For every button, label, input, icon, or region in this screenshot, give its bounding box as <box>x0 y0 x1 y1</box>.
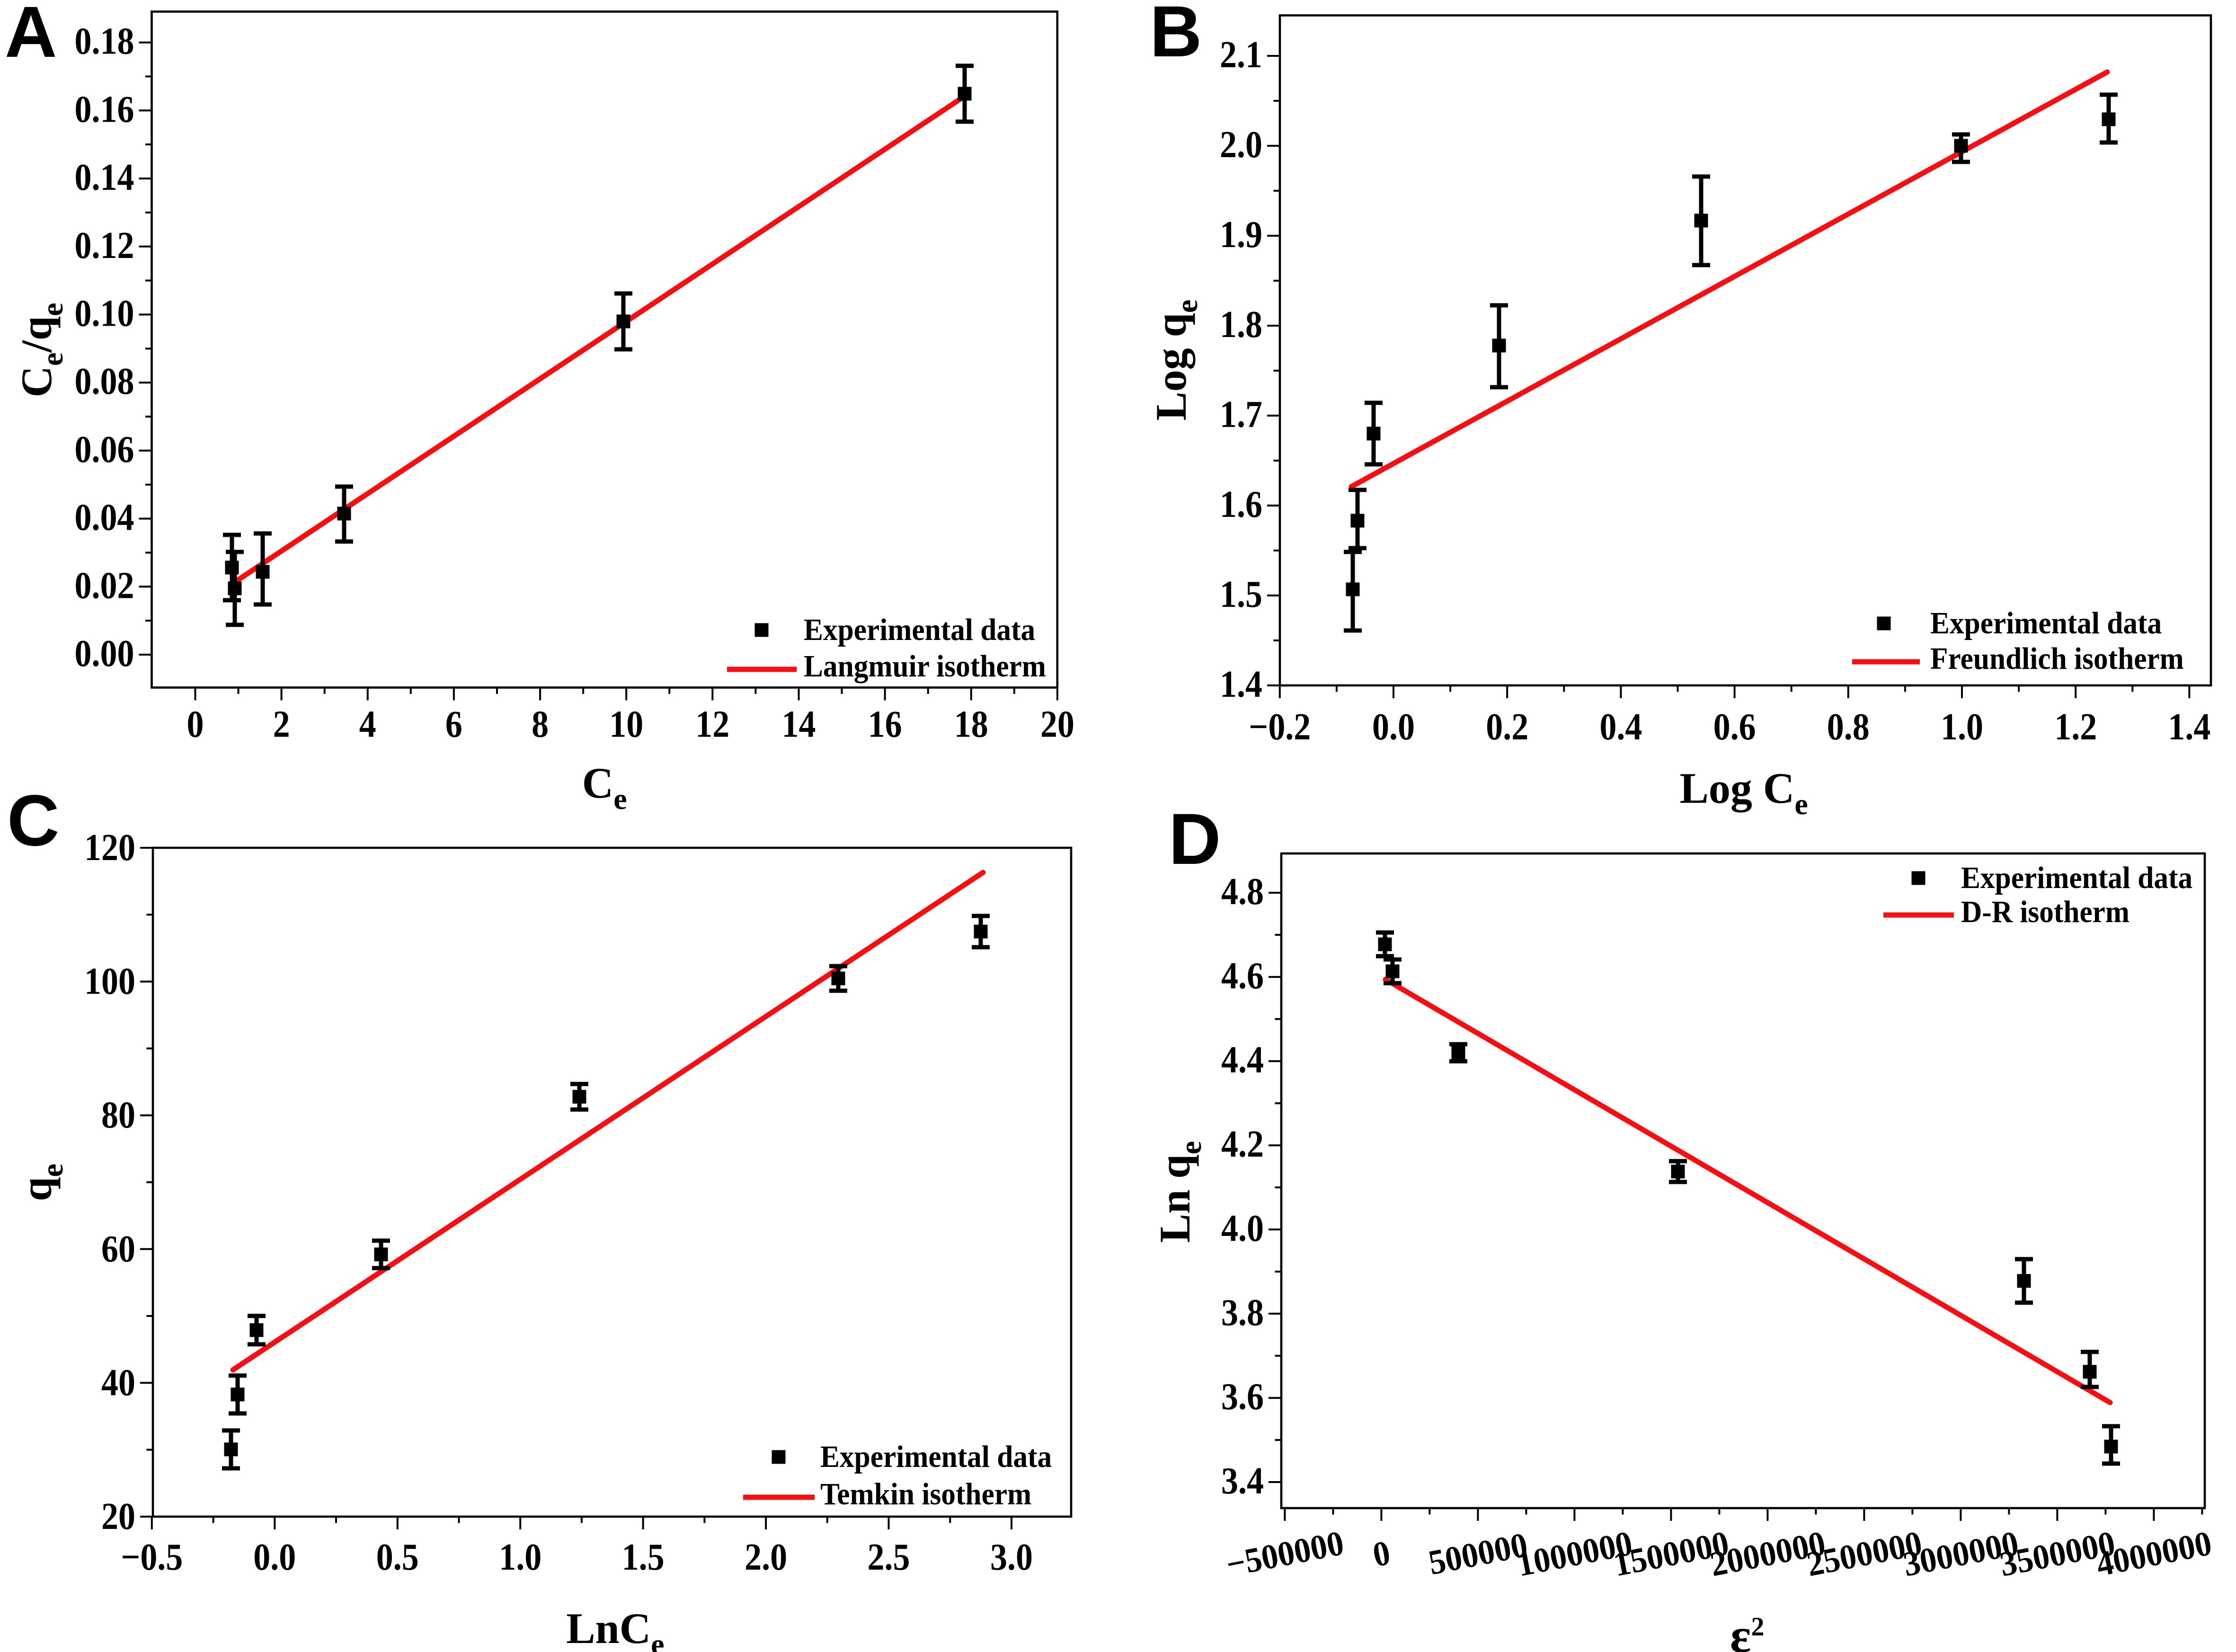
svg-text:80: 80 <box>101 1094 135 1136</box>
svg-text:0.10: 0.10 <box>75 293 134 335</box>
svg-text:4.6: 4.6 <box>1221 955 1264 997</box>
svg-text:16: 16 <box>868 704 902 746</box>
svg-text:1.6: 1.6 <box>1220 484 1262 525</box>
svg-text:0.06: 0.06 <box>75 429 134 471</box>
svg-text:0.8: 0.8 <box>1827 706 1870 748</box>
svg-text:4.0: 4.0 <box>1221 1208 1264 1249</box>
svg-text:4.4: 4.4 <box>1221 1039 1264 1081</box>
svg-text:A: A <box>5 0 57 72</box>
svg-text:Langmuir isotherm: Langmuir isotherm <box>804 649 1046 684</box>
svg-text:0.4: 0.4 <box>1599 706 1642 748</box>
svg-text:D-R isotherm: D-R isotherm <box>1961 895 2130 929</box>
svg-text:8: 8 <box>532 704 549 746</box>
svg-text:3.4: 3.4 <box>1221 1460 1264 1502</box>
svg-text:20: 20 <box>101 1496 135 1537</box>
svg-text:2.1: 2.1 <box>1220 34 1262 76</box>
svg-text:1.8: 1.8 <box>1220 304 1262 346</box>
svg-text:Experimental data: Experimental data <box>820 1439 1052 1474</box>
svg-text:18: 18 <box>954 704 988 746</box>
svg-text:Experimental data: Experimental data <box>1961 861 2192 895</box>
svg-text:0.2: 0.2 <box>1486 706 1528 748</box>
svg-text:3.0: 3.0 <box>990 1537 1033 1578</box>
svg-text:Ln qe: Ln qe <box>1151 1141 1207 1243</box>
svg-text:0.16: 0.16 <box>75 89 134 130</box>
svg-text:LnCe: LnCe <box>566 1604 664 1652</box>
svg-text:Temkin isotherm: Temkin isotherm <box>820 1477 1031 1511</box>
svg-text:0.18: 0.18 <box>75 21 134 62</box>
svg-text:Log qe: Log qe <box>1147 300 1204 421</box>
svg-text:1.0: 1.0 <box>499 1537 541 1578</box>
svg-text:0.00: 0.00 <box>75 633 134 675</box>
svg-text:0.02: 0.02 <box>75 565 134 606</box>
svg-text:10: 10 <box>609 704 643 746</box>
svg-text:0.5: 0.5 <box>376 1537 419 1578</box>
svg-text:1.9: 1.9 <box>1220 214 1262 256</box>
svg-text:Experimental data: Experimental data <box>1930 606 2162 640</box>
svg-text:C: C <box>7 780 60 861</box>
svg-text:1.0: 1.0 <box>1941 706 1983 748</box>
svg-text:20: 20 <box>1040 704 1074 746</box>
svg-text:2: 2 <box>273 704 290 746</box>
svg-text:Log Ce: Log Ce <box>1680 764 1808 821</box>
svg-text:D: D <box>1169 799 1221 879</box>
svg-text:3.8: 3.8 <box>1221 1292 1264 1333</box>
svg-text:0.0: 0.0 <box>1372 706 1415 748</box>
svg-text:14: 14 <box>782 704 816 746</box>
svg-text:1.2: 1.2 <box>2054 706 2097 748</box>
svg-text:2.5: 2.5 <box>868 1537 910 1578</box>
svg-text:4.2: 4.2 <box>1221 1124 1264 1165</box>
svg-text:4: 4 <box>359 704 376 746</box>
svg-text:1.7: 1.7 <box>1220 394 1262 435</box>
svg-text:0.12: 0.12 <box>75 225 134 266</box>
svg-text:100: 100 <box>84 961 135 1003</box>
svg-text:1.4: 1.4 <box>1220 664 1262 705</box>
svg-text:40: 40 <box>101 1362 135 1403</box>
svg-text:1.5: 1.5 <box>622 1537 665 1578</box>
svg-text:120: 120 <box>84 827 135 869</box>
svg-text:0.08: 0.08 <box>75 361 134 402</box>
svg-text:4.8: 4.8 <box>1221 871 1264 913</box>
svg-text:6: 6 <box>445 704 462 746</box>
svg-text:0.6: 0.6 <box>1713 706 1756 748</box>
svg-text:0.0: 0.0 <box>253 1537 296 1578</box>
svg-text:−0.2: −0.2 <box>1249 706 1311 748</box>
svg-text:qe: qe <box>12 1164 69 1201</box>
svg-text:Experimental data: Experimental data <box>804 613 1035 647</box>
svg-text:0.14: 0.14 <box>75 157 134 198</box>
svg-text:0.04: 0.04 <box>75 497 134 539</box>
svg-text:12: 12 <box>695 704 729 746</box>
svg-text:60: 60 <box>101 1228 135 1270</box>
svg-text:Ce/qe: Ce/qe <box>12 303 69 398</box>
svg-text:0: 0 <box>187 704 204 746</box>
svg-text:2.0: 2.0 <box>745 1537 787 1578</box>
svg-text:3.6: 3.6 <box>1221 1376 1264 1418</box>
svg-text:1.5: 1.5 <box>1220 574 1262 615</box>
svg-text:Freundlich isotherm: Freundlich isotherm <box>1930 641 2184 676</box>
svg-text:B: B <box>1150 0 1202 72</box>
svg-text:−0.5: −0.5 <box>121 1537 183 1578</box>
svg-text:1.4: 1.4 <box>2168 706 2210 748</box>
svg-text:2.0: 2.0 <box>1220 124 1262 166</box>
